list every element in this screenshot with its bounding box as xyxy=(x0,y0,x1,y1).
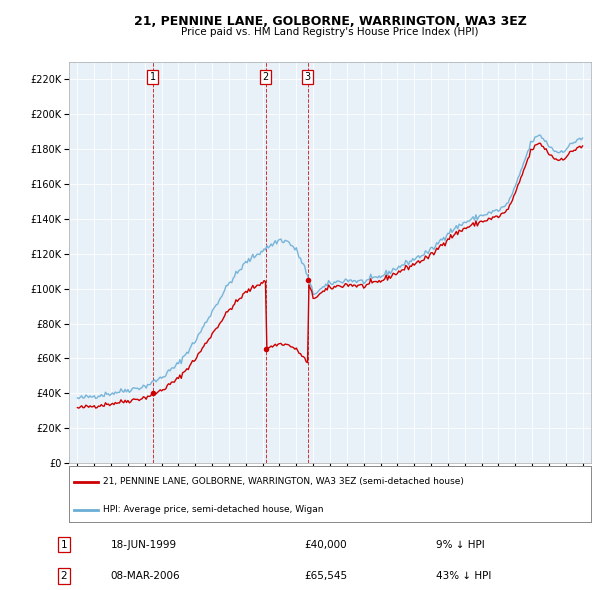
Text: 18-JUN-1999: 18-JUN-1999 xyxy=(111,540,177,549)
Text: 21, PENNINE LANE, GOLBORNE, WARRINGTON, WA3 3EZ: 21, PENNINE LANE, GOLBORNE, WARRINGTON, … xyxy=(134,15,526,28)
Text: 08-MAR-2006: 08-MAR-2006 xyxy=(111,571,181,581)
Text: 2: 2 xyxy=(263,72,269,82)
Text: Price paid vs. HM Land Registry's House Price Index (HPI): Price paid vs. HM Land Registry's House … xyxy=(181,27,479,37)
Text: 9% ↓ HPI: 9% ↓ HPI xyxy=(436,540,485,549)
Text: 21, PENNINE LANE, GOLBORNE, WARRINGTON, WA3 3EZ (semi-detached house): 21, PENNINE LANE, GOLBORNE, WARRINGTON, … xyxy=(103,477,464,486)
Text: 1: 1 xyxy=(149,72,155,82)
Text: £65,545: £65,545 xyxy=(304,571,347,581)
Text: 43% ↓ HPI: 43% ↓ HPI xyxy=(436,571,492,581)
Text: HPI: Average price, semi-detached house, Wigan: HPI: Average price, semi-detached house,… xyxy=(103,505,323,514)
Text: 3: 3 xyxy=(305,72,311,82)
Text: 1: 1 xyxy=(61,540,67,549)
Text: 2: 2 xyxy=(61,571,67,581)
Text: £40,000: £40,000 xyxy=(304,540,347,549)
